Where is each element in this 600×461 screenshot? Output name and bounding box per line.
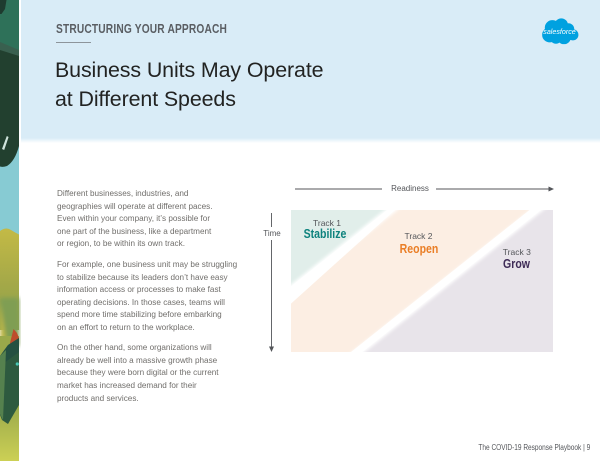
svg-text:salesforce: salesforce <box>543 27 575 35</box>
